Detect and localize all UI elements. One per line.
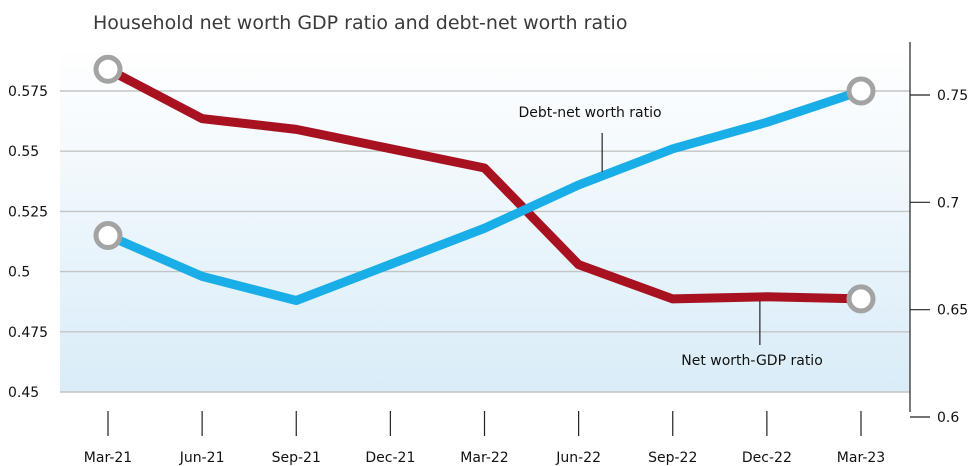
chart-title: Household net worth GDP ratio and debt-n… <box>93 12 627 34</box>
x-tick-label: Jun-21 <box>179 450 225 466</box>
left-tick-label: 0.575 <box>8 84 48 100</box>
x-tick-label: Sep-22 <box>648 450 697 466</box>
left-tick-label: 0.475 <box>8 325 48 341</box>
x-tick-label: Dec-21 <box>365 450 415 466</box>
left-tick-label: 0.525 <box>8 204 48 220</box>
right-tick-label: 0.7 <box>937 195 959 211</box>
series-group <box>93 54 876 314</box>
endpoint-marker <box>846 76 876 106</box>
x-tick-label: Sep-21 <box>272 450 321 466</box>
right-tick-label: 0.75 <box>937 88 968 104</box>
x-tick-label: Dec-22 <box>742 450 792 466</box>
x-tick-label: Mar-22 <box>460 450 508 466</box>
series-line <box>105 65 862 304</box>
plot-background <box>60 46 910 392</box>
right-axis-ticks: 0.6 0.65 0.7 0.75 <box>910 88 968 426</box>
left-tick-label: 0.55 <box>8 144 39 160</box>
left-axis-ticks: 0.45 0.475 0.5 0.525 0.55 0.575 <box>8 84 48 401</box>
left-tick-label: 0.45 <box>8 385 39 401</box>
x-tick-label: Mar-23 <box>837 450 885 466</box>
x-tick-label: Mar-21 <box>84 450 132 466</box>
endpoint-marker <box>846 284 876 314</box>
annotations: Debt-net worth ratio Net worth-GDP ratio <box>518 105 822 369</box>
left-tick-label: 0.5 <box>8 265 30 281</box>
series-line <box>106 86 863 305</box>
debt-net-worth-label: Debt-net worth ratio <box>518 105 661 121</box>
endpoint-marker <box>93 54 123 84</box>
endpoint-marker <box>93 220 123 250</box>
x-tick-label: Jun-22 <box>555 450 601 466</box>
right-tick-label: 0.6 <box>937 410 959 426</box>
right-tick-label: 0.65 <box>937 303 968 319</box>
net-worth-gdp-label: Net worth-GDP ratio <box>681 353 823 369</box>
x-axis-ticks: Mar-21 Jun-21 Sep-21 Dec-21 Mar-22 Jun-22 Sep-… <box>84 411 885 466</box>
